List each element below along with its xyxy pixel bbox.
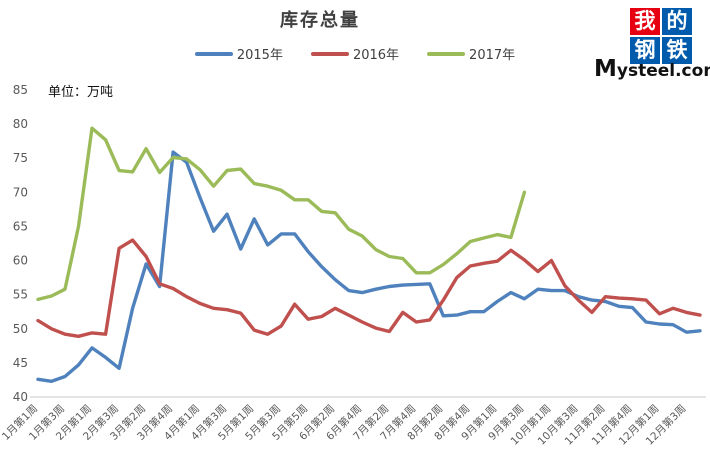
y-axis-label-80: 80 — [13, 117, 28, 131]
legend-label-2015: 2015年 — [236, 48, 283, 63]
chart-title: 库存总量 — [280, 10, 360, 31]
logo-wordmark-m: M — [594, 56, 617, 82]
legend: 2015年 2016年 2017年 — [0, 44, 710, 63]
logo-cell-gang: 钢 — [630, 37, 660, 64]
legend-item-2017: 2017年 — [427, 44, 515, 63]
y-axis-label-75: 75 — [13, 151, 28, 165]
legend-item-2015: 2015年 — [194, 44, 283, 63]
y-axis-label-85: 85 — [13, 83, 28, 97]
y-axis-label-60: 60 — [13, 254, 28, 268]
logo-cell-wo: 我 — [630, 8, 660, 35]
y-axis-label-40: 40 — [13, 390, 28, 404]
legend-swatch-2017 — [427, 51, 466, 56]
series-line-2016年 — [36, 238, 702, 338]
logo-wordmark-rest: ysteel.com — [616, 61, 710, 81]
y-axis-label-70: 70 — [13, 185, 28, 199]
legend-swatch-2016 — [310, 51, 349, 56]
y-axis-label-50: 50 — [13, 322, 28, 336]
series-line-2017年 — [36, 126, 527, 302]
logo-cell-tie: 铁 — [662, 37, 692, 64]
y-axis-label-55: 55 — [13, 288, 28, 302]
unit-label: 单位：万吨 — [48, 85, 114, 100]
legend-item-2016: 2016年 — [310, 44, 400, 63]
logo-cell-de: 的 — [662, 8, 692, 35]
legend-swatch-2015 — [194, 51, 233, 56]
mysteel-logo: 我 的 钢 铁 Mysteel.com — [594, 8, 710, 82]
legend-label-2017: 2017年 — [469, 48, 516, 63]
y-axis-label-65: 65 — [13, 219, 28, 233]
logo-wordmark: Mysteel.com — [594, 56, 710, 82]
legend-label-2016: 2016年 — [352, 48, 400, 63]
series-line-2015年 — [36, 150, 702, 383]
y-axis-label-45: 45 — [13, 356, 28, 370]
logo-grid: 我 的 钢 铁 — [630, 8, 702, 64]
